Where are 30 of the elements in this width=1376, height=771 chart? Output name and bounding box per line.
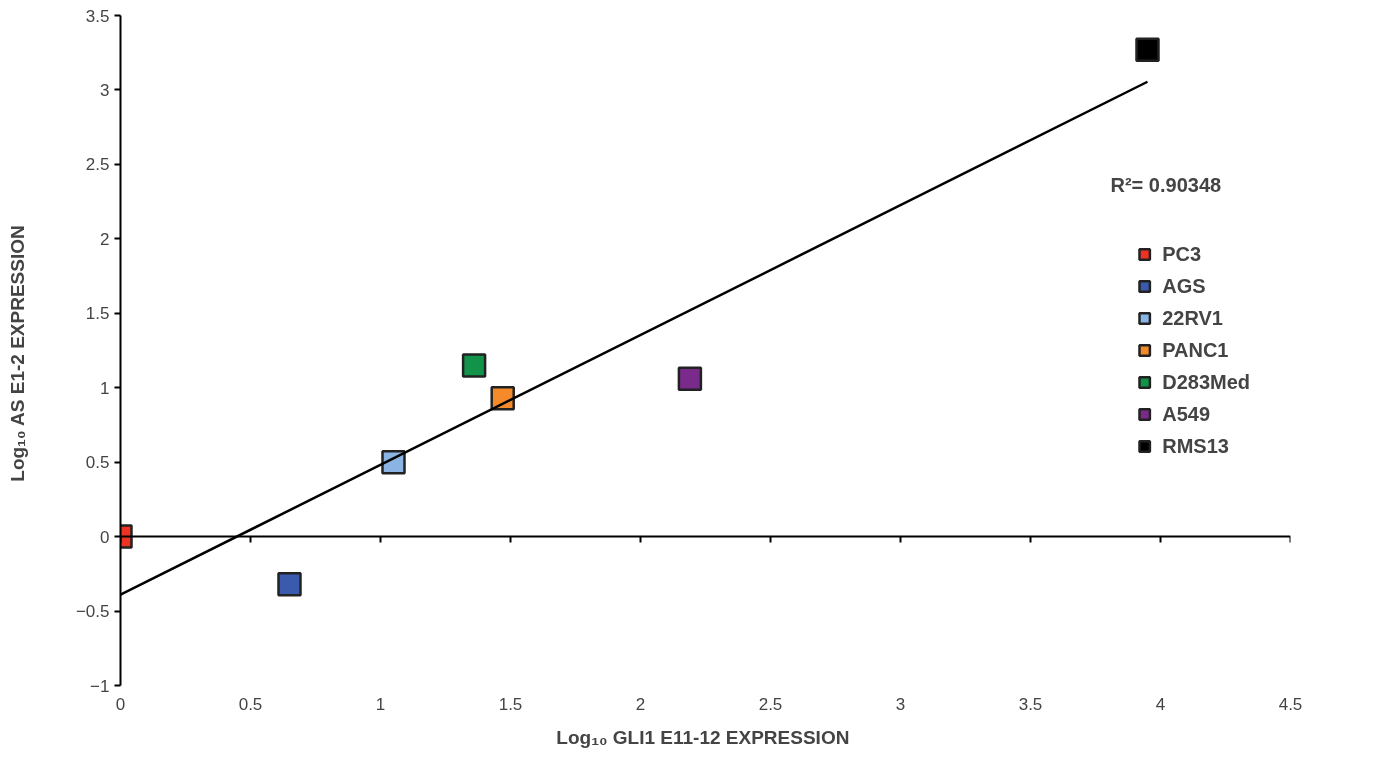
- y-tick-label: −0.5: [75, 602, 110, 622]
- y-tick-label: 2.5: [85, 155, 110, 175]
- x-tick-label: 2.5: [758, 694, 783, 714]
- x-tick-label: 1: [375, 694, 386, 714]
- legend-label: PANC1: [1162, 338, 1229, 362]
- x-tick-label: 3.5: [1018, 694, 1043, 714]
- x-tick-label: 4.5: [1278, 694, 1303, 714]
- y-tick-label: −1: [90, 676, 110, 696]
- legend-label: RMS13: [1162, 434, 1229, 458]
- x-tick-label: 2: [635, 694, 646, 714]
- y-tick-label: 1.5: [85, 304, 110, 324]
- y-tick-label: 1: [100, 378, 110, 398]
- x-tick-label: 0.5: [238, 694, 263, 714]
- legend-label: AGS: [1162, 274, 1206, 298]
- y-tick-label: 3: [100, 80, 110, 100]
- y-tick-label: 0: [100, 527, 110, 547]
- y-tick-label: 3.5: [85, 6, 110, 26]
- legend-label: PC3: [1162, 242, 1202, 266]
- x-tick-label: 0: [115, 694, 126, 714]
- x-axis-title: Log₁₀ GLI1 E11-12 EXPRESSION: [556, 726, 850, 748]
- y-axis-title: Log₁₀ AS E1-2 EXPRESSION: [6, 225, 28, 482]
- legend-label: 22RV1: [1162, 306, 1223, 330]
- x-tick-label: 4: [1155, 694, 1166, 714]
- x-tick-label: 3: [895, 694, 906, 714]
- legend-label: D283Med: [1162, 370, 1250, 394]
- x-tick-label: 1.5: [498, 694, 523, 714]
- y-tick-label: 2: [100, 229, 110, 249]
- legend-label: A549: [1162, 402, 1210, 426]
- annotation: R²= 0.90348: [1110, 173, 1222, 196]
- y-tick-label: 0.5: [85, 453, 110, 473]
